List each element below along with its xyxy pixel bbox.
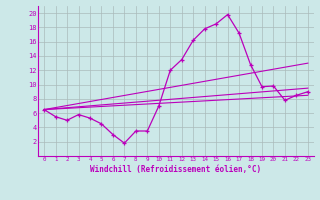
X-axis label: Windchill (Refroidissement éolien,°C): Windchill (Refroidissement éolien,°C) xyxy=(91,165,261,174)
